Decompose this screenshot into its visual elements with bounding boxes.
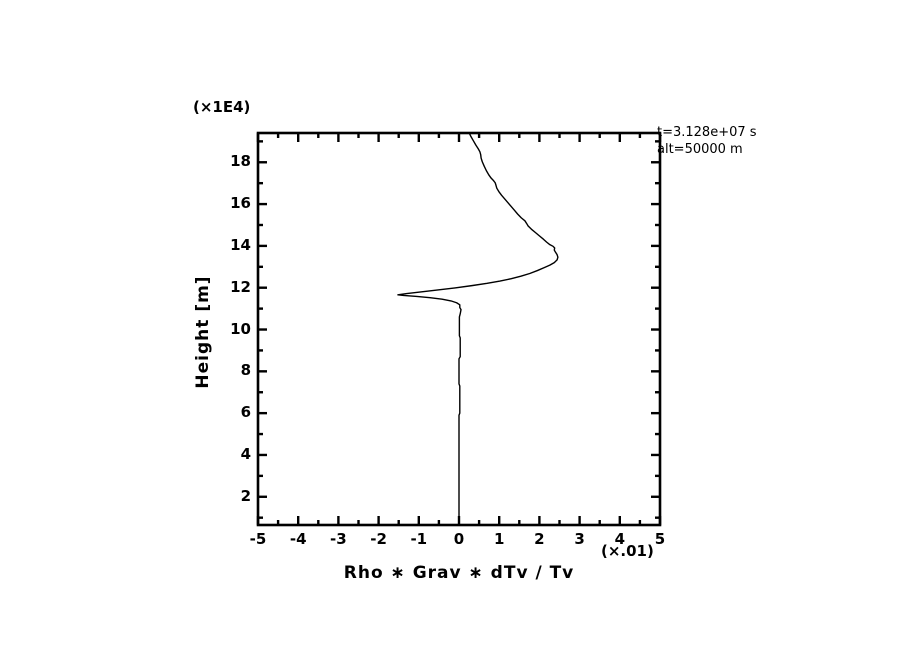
y-tick-label: 16: [230, 194, 251, 213]
annotation-altitude: alt=50000 m: [657, 142, 743, 157]
y-tick-label: 12: [230, 277, 251, 296]
annotation-time: t=3.128e+07 s: [657, 125, 757, 140]
y-tick-label: 18: [230, 152, 251, 171]
y-tick-label-wrap: 14: [225, 236, 251, 254]
y-tick-label-wrap: 6: [225, 403, 251, 421]
data-series-line-0: [397, 132, 559, 526]
x-axis-multiplier-label: (×.01): [601, 542, 654, 560]
y-tick-label-wrap: 4: [225, 445, 251, 463]
y-axis-multiplier-label: (×1E4): [193, 98, 251, 116]
x-tick-label: 3: [574, 530, 585, 548]
y-tick-label-wrap: 18: [225, 152, 251, 170]
x-axis-title: Rho ∗ Grav ∗ dTv / Tv: [343, 563, 575, 583]
y-tick-label-wrap: 2: [225, 487, 251, 505]
x-tick-label: 5: [654, 530, 666, 548]
plot-annotation: t=3.128e+07 s alt=50000 m: [657, 124, 757, 158]
y-tick-label: 4: [240, 444, 251, 463]
y-tick-label: 2: [240, 486, 251, 505]
y-tick-label: 10: [230, 319, 251, 338]
x-tick-label: 4: [614, 530, 626, 548]
y-tick-label-wrap: 16: [225, 194, 251, 212]
y-tick-label: 6: [240, 403, 251, 422]
x-tick-label: 1: [493, 530, 505, 548]
x-tick-label: -5: [249, 530, 267, 548]
x-tick-label: -1: [410, 530, 428, 548]
x-tick-label: 2: [534, 530, 545, 548]
y-axis-title: Height [m]: [193, 275, 213, 389]
x-tick-label: -2: [370, 530, 387, 548]
y-tick-label: 14: [230, 235, 251, 254]
y-tick-label: 8: [240, 361, 251, 380]
x-tick-label: -3: [330, 530, 347, 548]
y-tick-label-wrap: 8: [225, 361, 251, 379]
y-tick-label-wrap: 12: [225, 278, 251, 296]
x-tick-label: -4: [289, 530, 307, 548]
x-tick-label: 0: [453, 530, 465, 548]
y-tick-label-wrap: 10: [225, 320, 251, 338]
